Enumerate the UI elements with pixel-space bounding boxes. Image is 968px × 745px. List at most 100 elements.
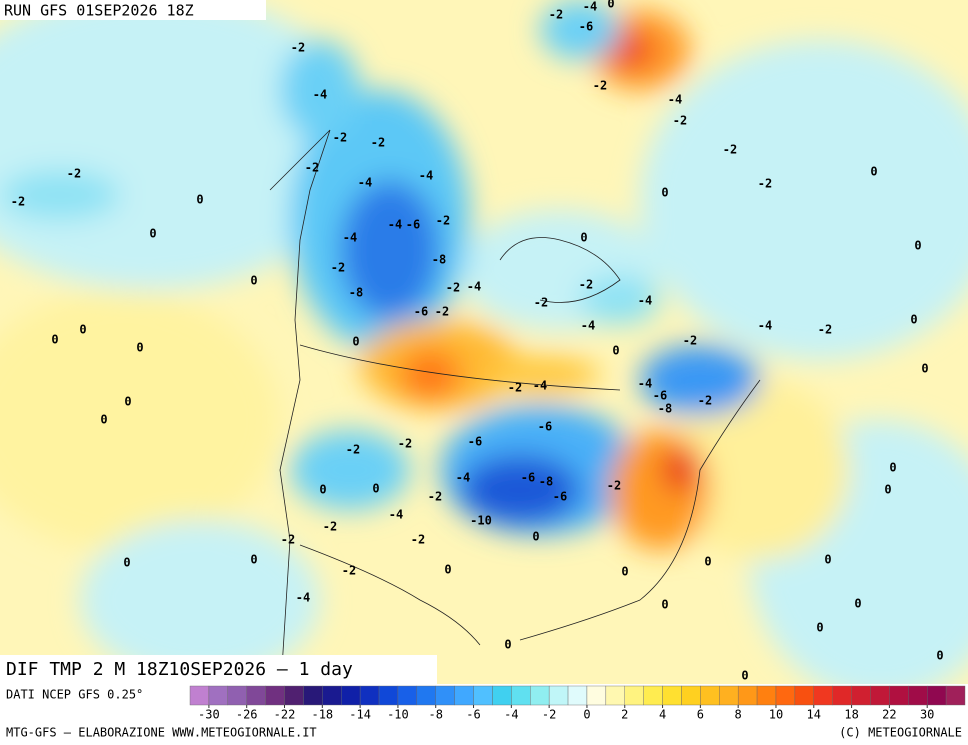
colorbar-swatch [908,685,928,706]
colorbar-tick-label: 2 [621,708,628,722]
contour-label: -2 [346,443,360,457]
colorbar-swatch [737,685,758,706]
contour-label: 0 [661,186,668,200]
footer-right: (C) METEOGIORNALE [839,726,962,740]
contour-label: -2 [331,261,345,275]
contour-label: -4 [313,88,327,102]
contour-label: 0 [854,597,861,611]
contour-label: -2 [11,195,25,209]
contour-label: -4 [581,319,595,333]
contour-label: -6 [653,389,667,403]
contour-label: -4 [638,294,652,308]
colorbar-swatch [813,685,833,706]
contour-label: -2 [398,437,412,451]
contour-label: -2 [333,131,347,145]
contour-label: 0 [824,553,831,567]
contour-label: -8 [432,253,446,267]
contour-label: 0 [612,344,619,358]
contour-label: -4 [389,508,403,522]
contour-label: 0 [607,0,614,11]
contour-label: -2 [579,278,593,292]
contour-label: -2 [758,177,772,191]
colorbar-swatch [945,685,966,706]
colorbar-swatch [208,685,229,706]
colorbar-tick-label: -30 [198,708,220,722]
colorbar: -30 -26 -22 -18 -14 -10 -8 -6 -4 -2 0 2 4 6 8 10 14 18 22 3… [189,685,966,722]
contour-label: 0 [123,556,130,570]
contour-labels: -2-4-2 -2-2-4 -4-2-2 00-2-4 -6-4-2-8-8 -2 -4-6… [11,0,944,683]
contour-label: -8 [539,475,553,489]
contour-label: -2 [305,161,319,175]
contour-label: -2 [446,281,460,295]
colorbar-swatch [511,685,531,706]
colorbar-tick-label: 22 [882,708,896,722]
contour-label: 0 [884,483,891,497]
contour-label: 0 [704,555,711,569]
colorbar-swatch [473,685,493,706]
colorbar-swatch [586,685,607,706]
colorbar-swatch [662,685,682,706]
colorbar-swatch [265,685,285,706]
contour-label: -2 [281,533,295,547]
contour-label: 0 [250,274,257,288]
contour-label: -4 [533,379,547,393]
contour-label: 0 [816,621,823,635]
colorbar-swatch [548,685,569,706]
colorbar-swatch [775,685,796,706]
contour-label: 0 [124,395,131,409]
colorbar-tick-label: 10 [769,708,783,722]
contour-label: -10 [470,514,492,528]
contour-label: -2 [371,136,385,150]
colorbar-swatch [189,685,210,706]
colorbar-tick-label: 18 [844,708,858,722]
contour-label: -2 [698,394,712,408]
colorbar-swatch [530,685,550,706]
colorbar-swatch [246,685,266,706]
contour-label: -2 [723,143,737,157]
contour-label: -4 [668,93,682,107]
contour-label: -4 [296,591,310,605]
colorbar-swatch [492,685,512,706]
contour-label: -2 [593,79,607,93]
map-caption: DIF TMP 2 M 18Z10SEP2026 – 1 day [6,659,353,680]
contour-label: -6 [468,435,482,449]
contour-label: 0 [504,638,511,652]
colorbar-swatch [756,685,777,706]
colorbar-swatch [284,685,304,706]
colorbar-tick-label: -4 [504,708,518,722]
colorbar-swatch [851,685,871,706]
contour-label: 0 [889,461,896,475]
contour-label: -2 [549,8,563,22]
contour-label: -6 [579,20,593,34]
contour-label: 0 [741,669,748,683]
contour-label: -2 [436,214,450,228]
map-field [0,0,968,684]
contour-label: -2 [342,564,356,578]
contour-label: -4 [358,176,372,190]
contour-label: -8 [349,286,363,300]
contour-label: -2 [673,114,687,128]
colorbar-swatch [700,685,720,706]
colorbar-swatch [643,685,663,706]
contour-label: -6 [521,471,535,485]
colorbar-tick-label: -2 [542,708,556,722]
colorbar-tick-label: 4 [659,708,666,722]
data-source: DATI NCEP GFS 0.25° [6,688,143,702]
colorbar-swatch [832,685,852,706]
colorbar-tick-label: 30 [920,708,934,722]
contour-label: -4 [583,0,597,14]
contour-label: -6 [414,305,428,319]
colorbar-swatch [624,685,644,706]
contour-label: 0 [621,565,628,579]
contour-label: -4 [638,377,652,391]
contour-label: -2 [428,490,442,504]
colorbar-swatch [227,685,247,706]
contour-label: 0 [136,341,143,355]
colorbar-swatch [397,685,418,706]
contour-label: 0 [914,239,921,253]
contour-label: 0 [444,563,451,577]
colorbar-swatch [359,685,380,706]
colorbar-swatch [416,685,436,706]
contour-label: 0 [196,193,203,207]
contour-label: -2 [323,520,337,534]
